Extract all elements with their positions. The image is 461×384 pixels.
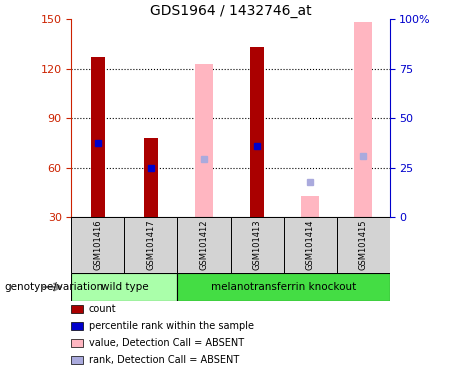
Text: GSM101412: GSM101412 xyxy=(200,220,208,270)
Bar xyxy=(337,217,390,273)
Bar xyxy=(144,138,158,217)
Bar xyxy=(91,57,105,217)
Text: GSM101415: GSM101415 xyxy=(359,220,367,270)
Bar xyxy=(284,217,337,273)
Text: value, Detection Call = ABSENT: value, Detection Call = ABSENT xyxy=(89,338,243,348)
Bar xyxy=(177,273,390,301)
Bar xyxy=(250,47,264,217)
Bar xyxy=(177,217,230,273)
Bar xyxy=(355,23,372,217)
Text: wild type: wild type xyxy=(100,282,148,292)
Bar xyxy=(301,195,319,217)
Text: GSM101417: GSM101417 xyxy=(147,220,155,270)
Bar xyxy=(71,273,177,301)
Text: percentile rank within the sample: percentile rank within the sample xyxy=(89,321,254,331)
Bar xyxy=(124,217,177,273)
Text: genotype/variation: genotype/variation xyxy=(5,282,104,292)
Text: GSM101413: GSM101413 xyxy=(253,220,261,270)
Bar xyxy=(230,217,284,273)
Text: GSM101416: GSM101416 xyxy=(94,220,102,270)
Text: count: count xyxy=(89,304,116,314)
Bar xyxy=(195,64,213,217)
Title: GDS1964 / 1432746_at: GDS1964 / 1432746_at xyxy=(150,4,311,18)
Bar xyxy=(71,217,124,273)
Text: GSM101414: GSM101414 xyxy=(306,220,314,270)
Text: melanotransferrin knockout: melanotransferrin knockout xyxy=(211,282,356,292)
Text: rank, Detection Call = ABSENT: rank, Detection Call = ABSENT xyxy=(89,355,239,365)
